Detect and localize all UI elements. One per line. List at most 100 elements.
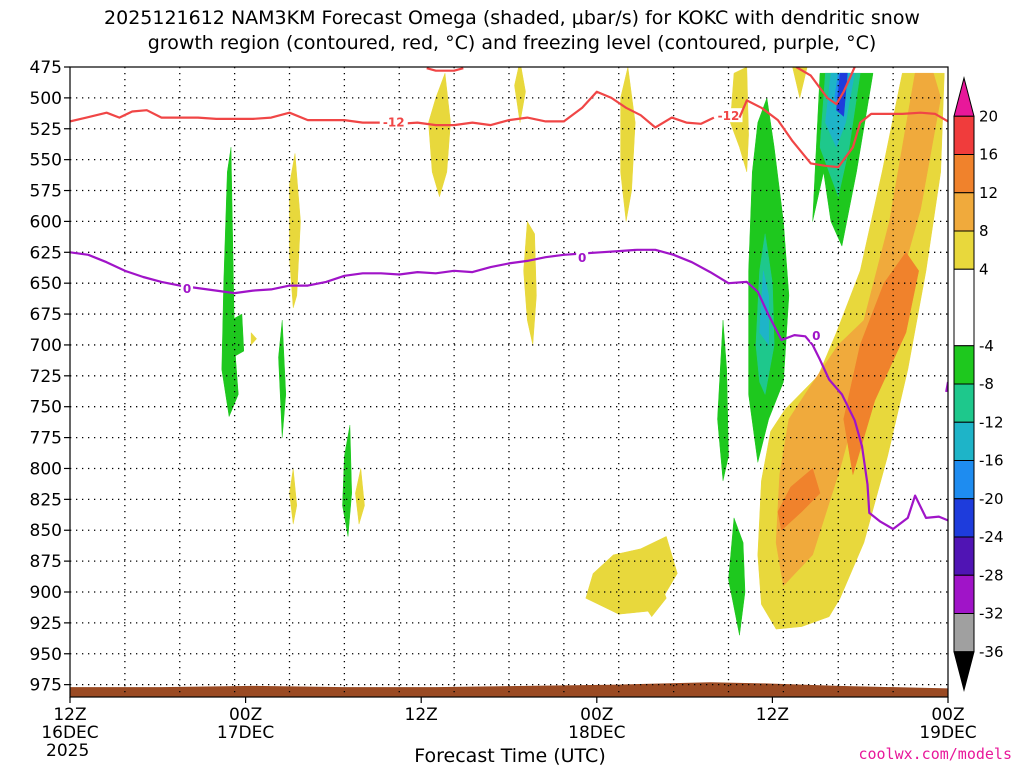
- colorbar-bin: [953, 651, 975, 692]
- y-tick-label: 600: [30, 212, 62, 232]
- omega-region-4: [585, 536, 678, 615]
- x-tick-label: 12Z: [53, 705, 86, 725]
- contour-line-4: [70, 248, 948, 531]
- colorbar-label: -20: [979, 490, 1004, 508]
- contour-label: 0: [578, 251, 586, 265]
- x-tick-label: 00Z: [931, 705, 964, 725]
- colorbar-label: -28: [979, 566, 1004, 584]
- y-tick-label: 650: [30, 274, 62, 294]
- x-tick-label: 19DEC: [919, 723, 976, 743]
- contour-line-2: [795, 67, 856, 106]
- colorbar-label: -4: [979, 337, 994, 355]
- credit-link[interactable]: coolwx.com/models: [858, 745, 1012, 763]
- omega-region-15: [355, 468, 365, 525]
- y-tick-label: 875: [30, 552, 62, 572]
- colorbar-bin: [953, 345, 975, 385]
- omega-region-6: [250, 331, 257, 346]
- colorbar-label: -32: [979, 605, 1004, 623]
- colorbar-bin: [953, 613, 975, 653]
- y-tick-label: 850: [30, 521, 62, 541]
- contour-lines: -12 -12 0 0 0: [70, 67, 948, 531]
- x-tick-label: 12Z: [756, 705, 789, 725]
- y-tick-label: 900: [30, 583, 62, 603]
- omega-region-13: [523, 220, 537, 345]
- colorbar-bin: [953, 383, 975, 423]
- omega-shading: [221, 67, 945, 636]
- colorbar-bin: [953, 536, 975, 576]
- colorbar-label: -16: [979, 452, 1004, 470]
- colorbar: 20 16 12 8 4 -4 -8 -12 -16 -20 -24 -28 -32 -36: [953, 76, 1004, 692]
- colorbar-bin: [953, 498, 975, 538]
- omega-region-9: [620, 67, 636, 222]
- y-tick-label: 950: [30, 645, 62, 665]
- y-tick-label: 675: [30, 305, 62, 325]
- y-tick-label: 700: [30, 336, 62, 356]
- colorbar-bin: [953, 192, 975, 232]
- x-tick-label: 00Z: [229, 705, 262, 725]
- colorbar-label: -36: [979, 643, 1004, 661]
- contour-label-bg: [576, 250, 589, 265]
- omega-region-19: [342, 425, 352, 537]
- omega-region-17: [230, 313, 245, 358]
- colorbar-bin: [953, 154, 975, 194]
- colorbar-bin: [953, 230, 975, 270]
- omega-region-12: [289, 153, 301, 308]
- contour-label: -12: [718, 109, 740, 123]
- y-tick-label: 775: [30, 429, 62, 449]
- colorbar-label: 4: [979, 260, 989, 278]
- contour-line-1: [738, 99, 948, 169]
- contour-line-3: [426, 67, 464, 72]
- x-tick-label: 2025: [46, 741, 89, 761]
- colorbar-label: 16: [979, 146, 998, 164]
- contour-label: 0: [183, 282, 191, 296]
- contour-label-bg: [379, 114, 408, 129]
- omega-region-2: [843, 251, 919, 475]
- dotted-grid: [70, 67, 948, 697]
- x-tick-label: 16DEC: [41, 723, 98, 743]
- y-tick-label: 825: [30, 490, 62, 510]
- x-tick-label: 00Z: [580, 705, 613, 725]
- y-tick-label: 525: [30, 120, 62, 140]
- colorbar-label: 8: [979, 222, 989, 240]
- y-tick-label: 975: [30, 676, 62, 696]
- y-tick-label: 750: [30, 398, 62, 418]
- y-tick-label: 725: [30, 367, 62, 387]
- omega-region-8: [514, 67, 526, 123]
- chart-title-line-2: growth region (contoured, red, °C) and f…: [148, 32, 877, 54]
- omega-region-14: [289, 468, 298, 525]
- omega-region-11: [792, 67, 808, 98]
- x-tick-label: 12Z: [405, 705, 438, 725]
- y-tick-label: 550: [30, 151, 62, 171]
- colorbar-label: 12: [979, 184, 998, 202]
- contour-label: 0: [812, 329, 820, 343]
- omega-region-18: [278, 320, 287, 438]
- colorbar-label: -12: [979, 413, 1004, 431]
- contour-label-bg: [810, 328, 823, 343]
- y-tick-label: 925: [30, 614, 62, 634]
- y-tick-label: 575: [30, 182, 62, 202]
- omega-region-3: [777, 468, 821, 531]
- colorbar-bin: [953, 574, 975, 614]
- colorbar-label: 20: [979, 107, 998, 125]
- contour-label-bg: [181, 281, 194, 296]
- omega-region-16: [221, 147, 239, 418]
- contour-label-bg: [714, 108, 743, 123]
- colorbar-bin: [953, 268, 975, 347]
- x-tick-label: 18DEC: [568, 723, 625, 743]
- colorbar-bin: [953, 76, 975, 117]
- colorbar-label: -8: [979, 375, 994, 393]
- chart-title-line-1: 2025121612 NAM3KM Forecast Omega (shaded…: [104, 7, 920, 29]
- y-tick-label: 625: [30, 243, 62, 263]
- omega-region-20: [717, 320, 729, 481]
- omega-region-7: [428, 73, 451, 198]
- colorbar-bin: [953, 115, 975, 155]
- colorbar-bin: [953, 421, 975, 461]
- omega-region-21: [728, 517, 746, 636]
- contour-label: -12: [383, 115, 405, 129]
- plot-frame: [69, 66, 949, 698]
- colorbar-label: -24: [979, 528, 1004, 546]
- colorbar-bin: [953, 460, 975, 500]
- x-tick-label: 17DEC: [217, 723, 274, 743]
- y-tick-label: 500: [30, 89, 62, 109]
